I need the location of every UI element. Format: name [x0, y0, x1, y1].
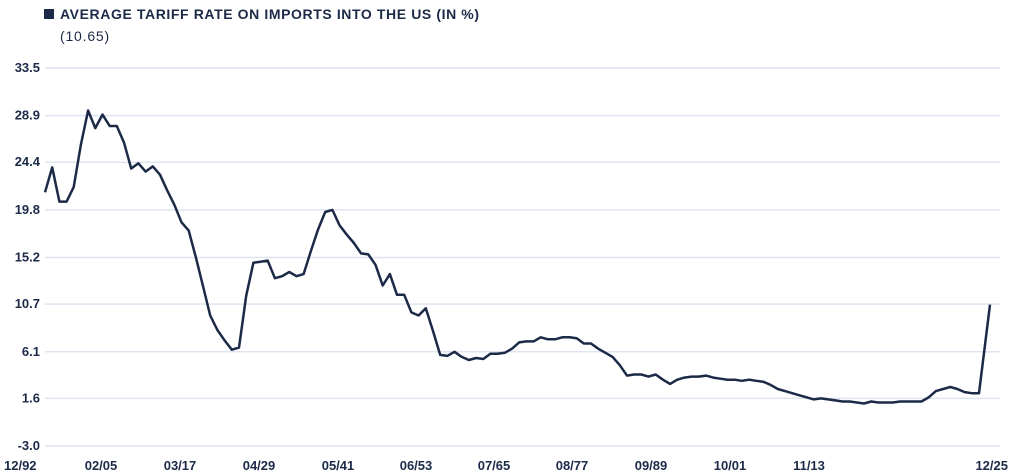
x-tick-label: 12/92 — [4, 458, 37, 473]
chart-title: AVERAGE TARIFF RATE ON IMPORTS INTO THE … — [60, 6, 480, 22]
y-tick-label: 33.5 — [15, 60, 40, 75]
y-tick-label: 1.6 — [22, 390, 40, 405]
x-tick-label: 12/25 — [975, 458, 1008, 473]
y-tick-label: 24.4 — [15, 154, 41, 169]
x-tick-label: 07/65 — [478, 458, 511, 473]
y-tick-label: 15.2 — [15, 250, 40, 265]
y-tick-label: -3.0 — [18, 438, 40, 453]
x-tick-label: 09/89 — [635, 458, 668, 473]
x-tick-label: 02/05 — [85, 458, 118, 473]
latest-value: (10.65) — [60, 28, 110, 44]
y-tick-label: 19.8 — [15, 202, 40, 217]
x-tick-label: 04/29 — [243, 458, 276, 473]
y-tick-label: 10.7 — [15, 296, 40, 311]
x-tick-label: 10/01 — [714, 458, 747, 473]
legend-swatch-icon — [44, 9, 54, 19]
y-tick-label: 28.9 — [15, 108, 40, 123]
x-tick-label: 08/77 — [556, 458, 589, 473]
x-tick-label: 05/41 — [322, 458, 355, 473]
series-line — [43, 109, 992, 405]
legend-title: AVERAGE TARIFF RATE ON IMPORTS INTO THE … — [44, 6, 480, 22]
x-tick-label: 11/13 — [793, 458, 825, 473]
y-tick-label: 6.1 — [22, 344, 40, 359]
x-tick-label: 03/17 — [164, 458, 197, 473]
x-tick-label: 06/53 — [400, 458, 433, 473]
